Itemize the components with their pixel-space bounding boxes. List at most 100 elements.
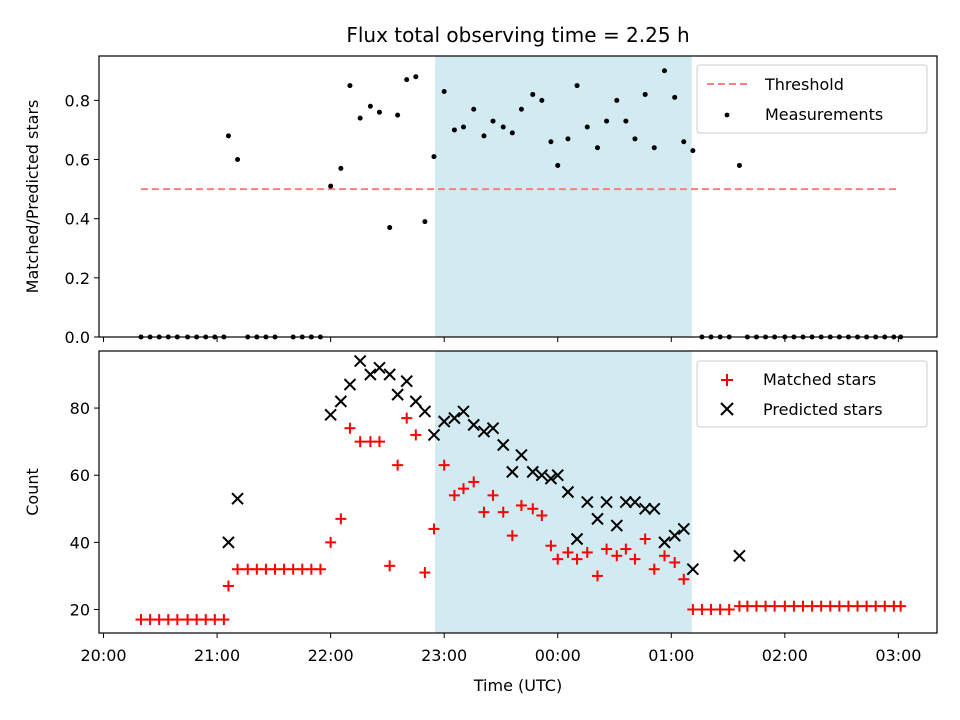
legend-predicted-label: Predicted stars — [763, 400, 883, 419]
y-tick-label: 0.6 — [65, 151, 90, 170]
top-axes-frame — [98, 55, 938, 338]
predicted-star-point — [610, 519, 623, 532]
predicted-star-point — [486, 422, 500, 435]
predicted-star-point — [457, 405, 470, 418]
legend-measurements-swatch — [724, 112, 730, 118]
matched-star-point — [527, 503, 539, 515]
bottom-y-axis-label: Count — [23, 468, 42, 516]
matched-star-point — [314, 563, 326, 575]
measurement-point — [574, 83, 580, 89]
predicted-star-point — [668, 529, 681, 542]
matched-star-point — [457, 483, 469, 495]
measurement-point — [387, 225, 393, 231]
predicted-star-point — [373, 361, 386, 374]
x-tick-label: 20:00 — [80, 646, 126, 665]
measurement-point — [661, 68, 667, 74]
measurement-point — [565, 136, 571, 142]
predicted-star-point — [600, 495, 613, 509]
predicted-star-point — [638, 502, 652, 515]
matched-star-point — [562, 546, 574, 558]
matched-star-point — [581, 546, 593, 558]
measurement-point — [539, 97, 545, 103]
measurement-point — [357, 115, 363, 121]
matched-star-point — [392, 459, 404, 471]
matched-star-point — [171, 614, 183, 626]
y-tick-label: 0.0 — [65, 328, 90, 347]
predicted-star-point — [448, 411, 461, 425]
predicted-star-point — [561, 485, 575, 499]
y-tick-label: 0.4 — [65, 210, 90, 229]
measurement-point — [584, 124, 590, 130]
bottom-y-ticks: 20 40 60 80 — [70, 399, 99, 620]
predicted-star-point — [581, 495, 594, 509]
legend-matched-swatch — [721, 374, 733, 386]
measurement-point — [555, 162, 561, 168]
predicted-star-point — [477, 425, 491, 438]
measurement-point — [431, 154, 437, 160]
bottom-panel: 20 40 60 80 20:00 21:00 22:00 23:00 00:00 01:00 0… — [23, 350, 938, 695]
matched-star-point — [384, 560, 396, 572]
predicted-star-point — [222, 536, 235, 549]
predicted-star-point — [628, 495, 642, 509]
matched-stars-series — [135, 412, 907, 626]
measurement-point — [367, 103, 373, 109]
matched-star-point — [335, 513, 347, 525]
x-tick-label: 21:00 — [194, 646, 240, 665]
matched-star-point — [648, 563, 660, 575]
measurement-point — [642, 91, 648, 97]
measurement-point — [347, 83, 353, 89]
measurement-point — [376, 109, 382, 115]
matched-star-point — [515, 499, 527, 511]
matched-star-point — [373, 436, 385, 448]
predicted-star-point — [324, 408, 337, 421]
measurement-point — [614, 97, 620, 103]
x-tick-label: 00:00 — [535, 646, 581, 665]
predicted-star-point — [544, 472, 558, 485]
measurement-point — [471, 106, 477, 112]
measurement-point — [328, 183, 334, 189]
highlight-span-top — [435, 56, 692, 337]
top-y-axis-label: Matched/Predicted stars — [23, 100, 42, 294]
measurement-point — [451, 127, 457, 133]
measurement-point — [651, 145, 657, 151]
measurement-point — [681, 139, 687, 145]
predicted-star-point — [658, 536, 671, 549]
predicted-stars-series — [222, 354, 746, 576]
bottom-legend: Matched stars Predicted stars — [696, 360, 928, 428]
matched-star-point — [769, 600, 781, 612]
x-tick-label: 22:00 — [308, 646, 354, 665]
matched-star-point — [428, 523, 440, 535]
x-tick-label: 03:00 — [875, 646, 921, 665]
legend-matched-label: Matched stars — [763, 370, 876, 389]
measurement-point — [509, 130, 515, 136]
matched-star-point — [419, 567, 431, 579]
y-tick-label: 0.8 — [65, 91, 90, 110]
matched-star-point — [438, 459, 450, 471]
x-axis-label: Time (UTC) — [473, 676, 562, 695]
predicted-star-point — [409, 395, 423, 408]
legend-threshold-label: Threshold — [764, 75, 844, 94]
y-tick-label: 60 — [70, 466, 90, 485]
measurement-point — [338, 165, 344, 171]
predicted-star-point — [231, 492, 244, 505]
predicted-star-point — [535, 469, 549, 482]
predicted-star-point — [400, 375, 413, 388]
predicted-star-point — [467, 418, 480, 432]
matched-star-point — [723, 604, 735, 615]
top-legend: Threshold Measurements — [696, 64, 928, 134]
matched-star-point — [468, 476, 480, 488]
measurement-point — [632, 136, 638, 142]
matched-star-point — [354, 436, 366, 448]
measurement-point — [395, 112, 401, 118]
matched-star-point — [410, 429, 422, 441]
predicted-star-point — [686, 563, 700, 576]
measurement-point — [736, 162, 742, 168]
measurement-point — [481, 133, 487, 139]
x-tick-label: 23:00 — [421, 646, 467, 665]
matched-star-point — [232, 563, 244, 575]
matched-star-point — [552, 553, 564, 565]
measurement-point — [672, 94, 678, 100]
x-tick-label: 01:00 — [648, 646, 694, 665]
predicted-star-point — [515, 448, 528, 462]
matched-star-point — [895, 600, 907, 612]
